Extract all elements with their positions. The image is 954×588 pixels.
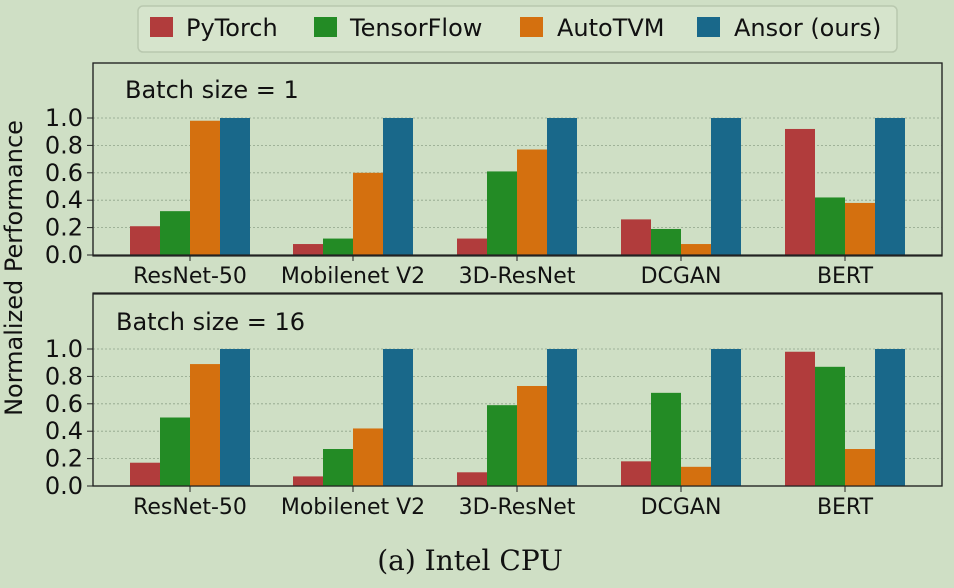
y-tick-label: 0.4 — [45, 417, 83, 445]
bar-ansor-ours-mobilenet-v2 — [383, 118, 413, 255]
legend-swatch-pytorch — [150, 17, 173, 37]
panel-batch-1: Batch size = 1 0.00.20.40.60.81.0 ResNet-… — [45, 62, 943, 289]
y-tick-label: 0.6 — [45, 159, 83, 187]
bar-ansor-ours-resnet-50 — [220, 118, 250, 255]
bar-tensorflow-resnet-50 — [160, 417, 190, 486]
y-tick-label: 0.2 — [45, 214, 83, 242]
legend-swatch-ansor — [697, 17, 720, 37]
legend-label-tensorflow: TensorFlow — [349, 14, 482, 42]
panel-label: Batch size = 16 — [116, 308, 305, 336]
bar-tensorflow-resnet-50 — [160, 211, 190, 255]
figure-caption: (a) Intel CPU — [377, 544, 563, 577]
bar-tensorflow-3d-resnet — [487, 405, 517, 486]
y-tick-label: 0.8 — [45, 131, 83, 159]
panel-frame-overlay — [92, 293, 943, 487]
legend-label-autotvm: AutoTVM — [557, 14, 665, 42]
legend: PyTorch TensorFlow AutoTVM Ansor (ours) — [137, 5, 898, 53]
legend-label-pytorch: PyTorch — [186, 14, 278, 42]
x-tick-label: Mobilenet V2 — [281, 264, 425, 289]
panel-label: Batch size = 1 — [125, 76, 299, 104]
y-axis-label: Normalized Performance — [0, 120, 28, 416]
y-tick-label: 0.2 — [45, 445, 83, 473]
bar-autotvm-resnet-50 — [190, 364, 220, 486]
bar-pytorch-resnet-50 — [130, 462, 160, 486]
bar-ansor-ours-3d-resnet — [547, 349, 577, 486]
bar-autotvm-bert — [845, 202, 875, 255]
bar-pytorch-mobilenet-v2 — [293, 476, 323, 486]
panel-frame-overlay — [92, 62, 943, 256]
panel-batch-16: Batch size = 16 0.00.20.40.60.81.0 ResNet… — [45, 292, 943, 520]
bar-tensorflow-bert — [815, 366, 845, 486]
bar-tensorflow-3d-resnet — [487, 171, 517, 255]
x-tick-label: ResNet-50 — [133, 495, 247, 520]
bar-ansor-ours-dcgan — [711, 349, 741, 486]
legend-label-ansor: Ansor (ours) — [734, 14, 881, 42]
bar-ansor-ours-bert — [875, 349, 905, 486]
bar-pytorch-bert — [785, 128, 815, 255]
x-tick-label: 3D-ResNet — [459, 264, 576, 289]
y-tick-label: 0.0 — [45, 472, 83, 500]
bar-autotvm-resnet-50 — [190, 120, 220, 256]
bar-ansor-ours-resnet-50 — [220, 349, 250, 486]
bar-pytorch-bert — [785, 351, 815, 486]
x-tick-label: 3D-ResNet — [459, 495, 576, 520]
x-tick-label: BERT — [817, 495, 874, 520]
x-tick-label: BERT — [817, 264, 874, 289]
bar-tensorflow-mobilenet-v2 — [323, 238, 353, 255]
bar-autotvm-dcgan — [681, 244, 711, 255]
bar-ansor-ours-bert — [875, 118, 905, 255]
bar-pytorch-dcgan — [621, 461, 651, 486]
x-tick-label: ResNet-50 — [133, 264, 247, 289]
bar-tensorflow-mobilenet-v2 — [323, 449, 353, 486]
bar-pytorch-3d-resnet — [457, 472, 487, 486]
y-tick-label: 0.4 — [45, 186, 83, 214]
bar-ansor-ours-mobilenet-v2 — [383, 349, 413, 486]
bar-autotvm-bert — [845, 449, 875, 486]
bar-autotvm-dcgan — [681, 466, 711, 486]
y-tick-label: 0.8 — [45, 362, 83, 390]
y-tick-label: 1.0 — [45, 335, 83, 363]
bar-ansor-ours-dcgan — [711, 118, 741, 255]
bar-autotvm-3d-resnet — [517, 149, 547, 255]
bar-tensorflow-dcgan — [651, 228, 681, 255]
y-tick-label: 1.0 — [45, 104, 83, 132]
y-tick-label: 0.6 — [45, 390, 83, 418]
bar-tensorflow-dcgan — [651, 392, 681, 486]
bar-autotvm-mobilenet-v2 — [353, 428, 383, 486]
legend-swatch-tensorflow — [314, 17, 337, 37]
legend-swatch-autotvm — [520, 17, 543, 37]
bar-pytorch-3d-resnet — [457, 238, 487, 255]
bar-tensorflow-bert — [815, 197, 845, 255]
bar-pytorch-mobilenet-v2 — [293, 244, 323, 255]
bar-autotvm-mobilenet-v2 — [353, 172, 383, 255]
x-tick-label: Mobilenet V2 — [281, 495, 425, 520]
x-tick-label: DCGAN — [641, 264, 722, 289]
bar-ansor-ours-3d-resnet — [547, 118, 577, 255]
y-tick-label: 0.0 — [45, 241, 83, 269]
bar-pytorch-resnet-50 — [130, 226, 160, 255]
x-tick-label: DCGAN — [641, 495, 722, 520]
bar-autotvm-3d-resnet — [517, 385, 547, 486]
bar-pytorch-dcgan — [621, 219, 651, 255]
